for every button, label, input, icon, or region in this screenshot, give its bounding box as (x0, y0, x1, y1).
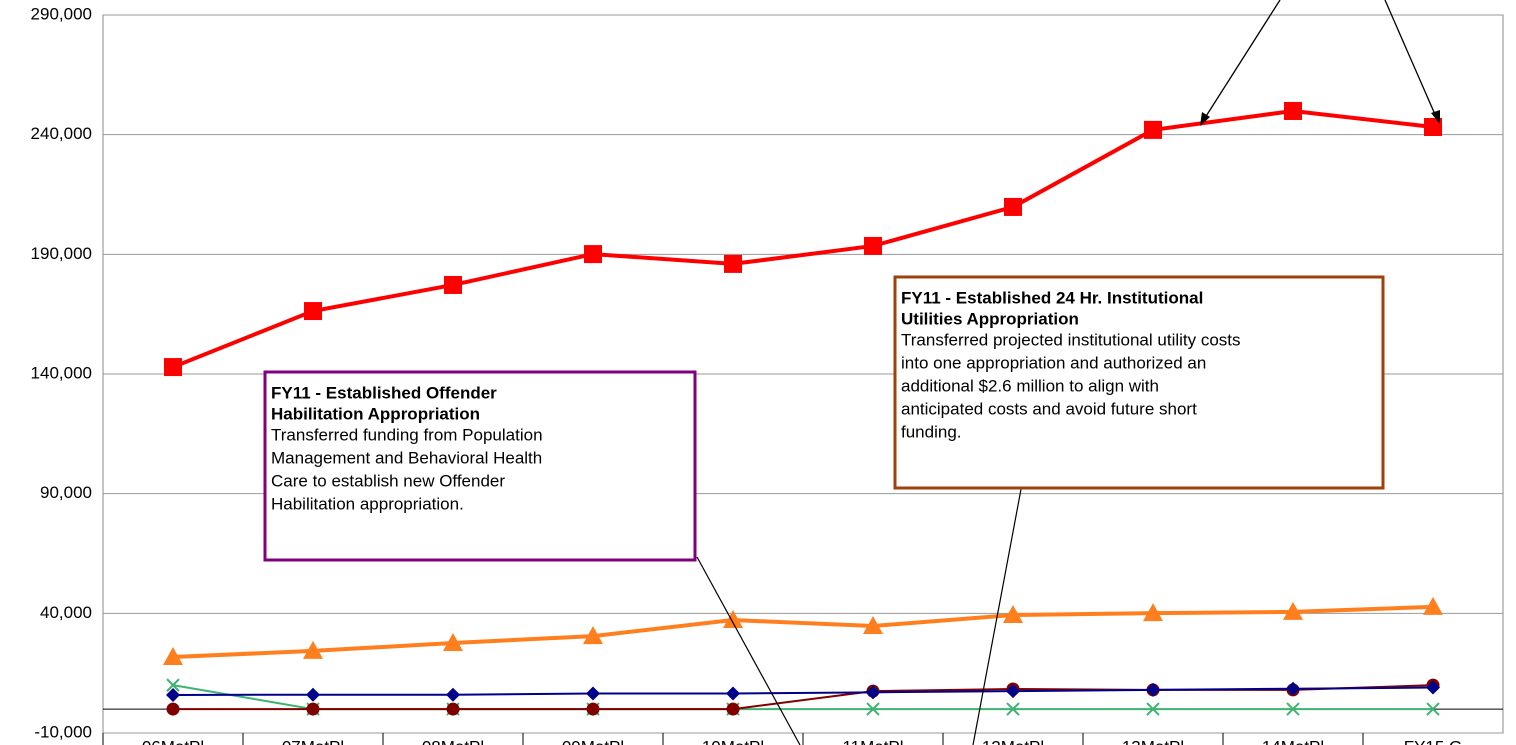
marker (1286, 702, 1300, 716)
marker (1146, 682, 1160, 697)
marker (1146, 702, 1160, 716)
marker (583, 626, 603, 645)
marker (863, 616, 883, 635)
x-tick-label: 09MetPl (562, 737, 624, 745)
marker (166, 702, 180, 716)
marker (1424, 118, 1442, 137)
annotation-text: into one appropriation and authorized an (901, 353, 1206, 372)
y-tick-label: 190,000 (31, 244, 92, 263)
annotation-title: Utilities Appropriation (901, 309, 1079, 328)
marker (1144, 120, 1162, 139)
y-tick-label: 90,000 (40, 483, 92, 502)
annotation-box (893, 275, 1385, 490)
leader-line (696, 556, 801, 745)
marker (1003, 605, 1023, 624)
marker (1283, 601, 1303, 620)
y-tick-label: 40,000 (40, 603, 92, 622)
marker (166, 687, 180, 702)
marker (444, 275, 462, 294)
x-tick-label: 12MetPl (982, 737, 1044, 745)
leader-line (972, 483, 1023, 745)
marker (163, 647, 183, 666)
y-tick-label: 240,000 (31, 124, 92, 143)
marker (1423, 596, 1443, 615)
marker (586, 686, 600, 701)
marker (164, 358, 182, 377)
marker (303, 640, 323, 659)
marker (1006, 702, 1020, 716)
marker (166, 678, 180, 692)
arrow-line (1202, 0, 1281, 122)
x-tick-label: FY15 G (1404, 737, 1463, 745)
marker (446, 702, 460, 716)
series-line (172, 108, 1434, 369)
marker (1004, 197, 1022, 216)
annotation-title: Habilitation Appropriation (271, 404, 480, 423)
x-tick-label: 14MetPl (1262, 737, 1324, 745)
arrow-head (1200, 112, 1210, 126)
marker (1006, 684, 1020, 699)
x-tick-label: 11MetPl (842, 737, 903, 745)
marker (443, 633, 463, 652)
annotation-text: anticipated costs and avoid future short (901, 399, 1197, 418)
marker (726, 702, 740, 716)
annotation-text: additional $2.6 million to align with (901, 376, 1159, 395)
marker (866, 685, 880, 700)
annotation-title: FY11 - Established Offender (271, 383, 497, 402)
series-line (172, 604, 1434, 660)
marker (586, 702, 600, 716)
arrow-line (1384, 0, 1438, 120)
arrow-head (1431, 110, 1440, 124)
marker (306, 702, 320, 716)
marker (1286, 681, 1300, 696)
annotation-box (263, 370, 697, 562)
x-tick-label: 10MetPl (702, 737, 764, 745)
x-tick-label: 13MetPl (1122, 737, 1184, 745)
annotation-text: Care to establish new Offender (271, 471, 505, 490)
y-tick-label: 140,000 (31, 363, 92, 382)
marker (726, 686, 740, 701)
marker (1426, 680, 1440, 695)
marker (306, 687, 320, 702)
marker (864, 236, 882, 255)
x-tick-label: 06MetPl (142, 737, 204, 745)
annotation-text: Management and Behavioral Health (271, 448, 542, 467)
marker (446, 687, 460, 702)
x-tick-label: 07MetPl (282, 737, 344, 745)
marker (1426, 702, 1440, 716)
annotation-text: Transferred projected institutional util… (901, 330, 1241, 349)
marker (723, 610, 743, 629)
marker (1284, 101, 1302, 120)
annotation-title: FY11 - Established 24 Hr. Institutional (901, 288, 1203, 307)
marker (866, 702, 880, 716)
marker (304, 302, 322, 321)
marker (584, 245, 602, 264)
marker (1143, 603, 1163, 622)
annotation-text: Transferred funding from Population (271, 425, 543, 444)
y-tick-label: 290,000 (31, 4, 92, 23)
annotation-text: funding. (901, 422, 962, 441)
series-line (172, 686, 1434, 696)
annotation-text: Habilitation appropriation. (271, 494, 464, 513)
x-tick-label: 08MetPl (422, 737, 484, 745)
marker (724, 254, 742, 273)
y-tick-label: -10,000 (34, 722, 92, 741)
